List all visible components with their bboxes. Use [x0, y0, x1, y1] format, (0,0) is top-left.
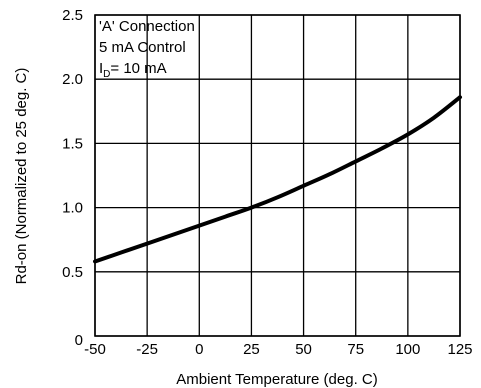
y-tick-label-4: 2.0 [62, 71, 83, 88]
annotation-current-symbol: I [99, 60, 103, 77]
y-tick-labels: 0 0.5 1.0 1.5 2.0 2.5 [62, 7, 83, 349]
y-tick-label-0: 0 [75, 332, 83, 349]
y-tick-label-3: 1.5 [62, 135, 83, 152]
x-tick-label-0: -50 [84, 341, 106, 358]
x-tick-label-5: 75 [347, 341, 364, 358]
y-tick-label-1: 0.5 [62, 264, 83, 281]
x-tick-label-6: 100 [395, 341, 420, 358]
y-tick-label-5: 2.5 [62, 7, 83, 24]
annotation-current-value: = 10 mA [110, 60, 166, 77]
x-tick-label-3: 25 [243, 341, 260, 358]
series-line [93, 95, 462, 264]
annotation-current: ID= 10 mA [99, 60, 167, 80]
y-axis-title: Rd-on (Normalized to 25 deg. C) [13, 68, 30, 285]
annotation-control: 5 mA Control [99, 39, 186, 56]
x-tick-label-4: 50 [295, 341, 312, 358]
y-tick-label-2: 1.0 [62, 200, 83, 217]
x-tick-label-1: -25 [136, 341, 158, 358]
plot-frame [94, 14, 461, 337]
annotation-current-subscript: D [103, 69, 110, 80]
x-tick-labels: -50 -25 0 25 50 75 100 125 [84, 341, 472, 358]
annotation-connection: 'A' Connection [99, 18, 195, 35]
x-tick-label-7: 125 [447, 341, 472, 358]
x-tick-label-2: 0 [195, 341, 203, 358]
x-axis-title: Ambient Temperature (deg. C) [176, 371, 377, 388]
